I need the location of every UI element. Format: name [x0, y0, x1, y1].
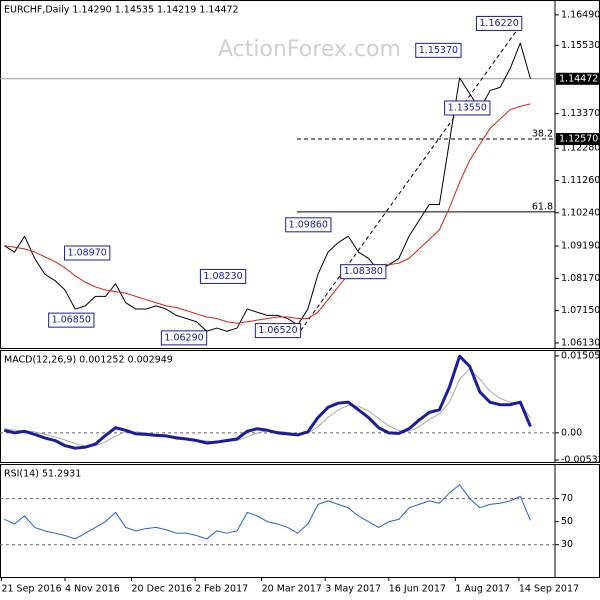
series-line	[3, 354, 532, 450]
y-tick-label: 1.10240	[561, 207, 600, 218]
y-tick-label: 0.00	[561, 427, 582, 438]
panel-title: RSI(14) 51.2931	[4, 469, 81, 480]
annotation-label: 1.06290	[164, 332, 203, 343]
fib-value-box	[556, 133, 600, 146]
series-line	[4, 42, 531, 332]
y-tick-label: 30	[561, 539, 573, 550]
series-line	[4, 103, 531, 324]
annotation-label: 1.08380	[344, 266, 383, 277]
annotation-box	[64, 245, 111, 261]
annotation-label: 1.16220	[479, 18, 518, 29]
panel-frame	[0, 464, 600, 578]
panel-title: EURCHF,Daily 1.14290 1.14535 1.14219 1.1…	[4, 5, 239, 16]
fib-value-label: 1.12570	[559, 134, 598, 145]
watermark: ActionForex.com	[218, 37, 401, 62]
y-tick-label: 0.015052	[561, 350, 600, 361]
y-tick-label: 1.06130	[561, 337, 600, 348]
annotation-label: 1.13550	[448, 102, 487, 113]
annotation-label: 1.08970	[68, 248, 107, 259]
x-tick-label: 16 Jun 2017	[389, 584, 446, 595]
annotation-box	[48, 312, 95, 328]
annotation-label: 1.06850	[52, 315, 91, 326]
x-tick-label: 4 Nov 2016	[65, 584, 120, 595]
x-tick-label: 20 Mar 2017	[262, 584, 322, 595]
annotation-label: 1.09860	[289, 219, 328, 230]
y-tick-label: 50	[561, 516, 573, 527]
trend-line	[300, 23, 523, 331]
x-tick-label: 21 Sep 2016	[1, 584, 61, 595]
annotation-box	[285, 217, 332, 233]
last-price-box	[556, 72, 600, 85]
series-line	[4, 484, 531, 540]
y-tick-label: -0.005321	[561, 455, 600, 466]
y-tick-label: 1.07150	[561, 305, 600, 316]
x-tick-label: 14 Sep 2017	[519, 584, 579, 595]
annotation-box	[340, 264, 387, 280]
fib-label: 61.8	[532, 201, 553, 212]
annotation-box	[444, 100, 491, 116]
annotation-box	[415, 42, 462, 58]
y-tick-label: 1.08170	[561, 273, 600, 284]
y-tick-label: 1.15530	[561, 40, 600, 51]
annotation-label: 1.06520	[258, 325, 297, 336]
annotation-label: 1.08230	[203, 271, 242, 282]
x-tick-label: 20 Dec 2016	[132, 584, 193, 595]
x-tick-label: 3 May 2017	[325, 584, 381, 595]
y-tick-label: 1.12280	[561, 143, 600, 154]
y-tick-label: 1.13370	[561, 108, 600, 119]
y-tick-label: 1.16490	[561, 9, 600, 20]
y-tick-label: 1.09190	[561, 241, 600, 252]
last-price-label: 1.14472	[559, 73, 598, 84]
y-tick-label: 70	[561, 493, 573, 504]
annotation-box	[254, 323, 302, 339]
panel-title: MACD(12,26,9) 0.001252 0.002949	[4, 355, 173, 366]
y-tick-label: 1.11260	[561, 175, 600, 186]
x-tick-label: 2 Feb 2017	[195, 584, 248, 595]
x-tick-label: 1 Aug 2017	[455, 584, 510, 595]
annotation-box	[160, 330, 208, 346]
fib-label: 38.2	[532, 129, 553, 140]
annotation-box	[199, 268, 247, 284]
annotation-box	[475, 15, 523, 31]
annotation-label: 1.15370	[419, 45, 458, 56]
